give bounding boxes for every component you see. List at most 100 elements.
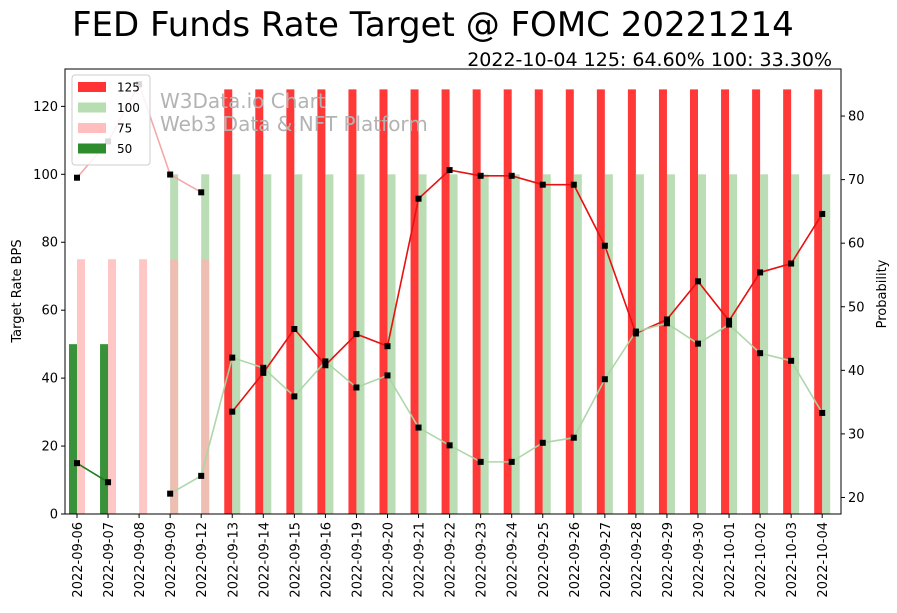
line-50 xyxy=(76,462,109,483)
x-tick-label: 2022-10-03 xyxy=(785,522,800,598)
y2-tick-label: 40 xyxy=(848,364,865,379)
x-tick-label: 2022-09-19 xyxy=(350,522,365,598)
y-axis-left: 0 20 40 60 80 100 120 xyxy=(33,100,65,523)
point-layer xyxy=(74,81,826,497)
x-tick-label: 2022-09-08 xyxy=(133,522,148,598)
point-125-2022-10-03 xyxy=(788,260,795,267)
point-125-2022-09-24 xyxy=(508,172,515,179)
bar-125-2022-09-16 xyxy=(317,89,326,514)
point-50-2022-09-07 xyxy=(105,479,112,486)
bar-100-2022-09-19 xyxy=(356,174,365,514)
plot-frame xyxy=(64,68,842,515)
bar-100-2022-09-27 xyxy=(604,174,613,514)
point-75-2022-09-06 xyxy=(74,174,80,181)
bar-125-2022-09-21 xyxy=(410,89,419,514)
bar-100-2022-09-26 xyxy=(573,174,582,514)
point-50-2022-09-06 xyxy=(74,460,80,467)
point-125-2022-09-23 xyxy=(477,172,484,179)
line-100 xyxy=(169,322,823,495)
y2-tick-label: 80 xyxy=(848,110,865,125)
point-125-2022-09-14 xyxy=(260,369,267,376)
bar-125-2022-09-19 xyxy=(348,89,357,514)
y-tick-label: 100 xyxy=(33,168,58,183)
point-100-2022-10-02 xyxy=(757,350,764,357)
point-100-2022-09-26 xyxy=(570,434,577,441)
point-100-2022-09-30 xyxy=(695,340,701,347)
point-100-2022-09-14 xyxy=(260,364,267,371)
bar-75-2022-09-09 xyxy=(170,259,179,514)
x-axis: 2022-09-06 2022-09-07 2022-09-08 2022-09-09… xyxy=(71,514,831,598)
bar-100-2022-09-16 xyxy=(325,174,334,514)
bar-100-2022-10-03 xyxy=(791,174,800,514)
legend-frame xyxy=(71,74,151,166)
legend-label-75: 75 xyxy=(117,122,132,136)
point-125-2022-09-15 xyxy=(291,326,298,333)
point-125-2022-09-19 xyxy=(353,331,360,338)
x-tick-label: 2022-10-01 xyxy=(723,522,738,598)
point-75-2022-09-09 xyxy=(167,171,174,178)
bar-125-2022-09-28 xyxy=(627,89,636,514)
chart-title: FED Funds Rate Target @ FOMC 20221214 xyxy=(72,5,794,45)
point-125-2022-10-01 xyxy=(726,317,733,324)
x-tick-label: 2022-09-27 xyxy=(599,522,614,598)
bar-100-2022-09-14 xyxy=(263,174,272,514)
point-100-2022-09-28 xyxy=(632,328,639,335)
x-tick-label: 2022-09-15 xyxy=(288,522,303,598)
x-tick-label: 2022-09-09 xyxy=(164,522,179,598)
legend-label-125: 125 xyxy=(117,81,140,95)
point-100-2022-09-29 xyxy=(663,320,670,327)
bar-100-2022-09-29 xyxy=(666,174,675,514)
bar-100-2022-09-24 xyxy=(511,174,520,514)
x-tick-label: 2022-09-21 xyxy=(413,522,428,598)
x-tick-label: 2022-09-30 xyxy=(692,522,707,598)
x-tick-label: 2022-09-13 xyxy=(226,522,241,598)
bar-100-2022-10-04 xyxy=(822,174,831,514)
x-tick-label: 2022-09-28 xyxy=(630,522,645,598)
point-100-2022-09-16 xyxy=(322,358,329,365)
x-tick-label: 2022-09-12 xyxy=(195,522,210,598)
bar-layer xyxy=(69,89,831,514)
legend-label-100: 100 xyxy=(117,101,140,115)
bar-100-2022-09-30 xyxy=(698,174,706,514)
bar-125-2022-09-13 xyxy=(224,89,233,514)
x-tick-label: 2022-09-25 xyxy=(537,522,552,598)
legend-swatch-50 xyxy=(78,143,106,154)
point-100-2022-09-19 xyxy=(353,384,360,391)
y2-tick-label: 20 xyxy=(848,491,865,506)
point-125-2022-09-25 xyxy=(539,181,546,188)
point-100-2022-09-13 xyxy=(229,354,236,361)
point-75-2022-09-12 xyxy=(198,189,205,196)
y-tick-label: 0 xyxy=(50,508,58,523)
bar-125-2022-10-03 xyxy=(783,89,792,514)
x-tick-label: 2022-10-04 xyxy=(816,522,831,598)
point-125-2022-09-27 xyxy=(601,242,608,249)
bar-125-2022-09-22 xyxy=(441,89,450,514)
line-125 xyxy=(231,169,823,413)
point-100-2022-09-09 xyxy=(167,490,174,497)
y2-tick-label: 70 xyxy=(848,173,865,188)
point-100-2022-09-24 xyxy=(508,458,515,465)
watermark-line-1: W3Data.io Chart xyxy=(160,89,326,113)
watermark-line-2: Web3 Data & NFT Platform xyxy=(160,112,428,136)
bar-75-2022-09-07 xyxy=(108,259,117,514)
point-100-2022-09-15 xyxy=(291,393,298,400)
point-125-2022-09-21 xyxy=(415,195,422,202)
bar-100-2022-09-22 xyxy=(449,174,458,514)
bar-50-2022-09-06 xyxy=(69,344,77,514)
bar-125-2022-09-23 xyxy=(472,89,481,514)
legend-swatch-75 xyxy=(78,123,106,133)
x-tick-label: 2022-09-26 xyxy=(568,522,583,598)
y2-tick-label: 30 xyxy=(848,427,865,442)
bar-100-2022-09-21 xyxy=(418,174,427,514)
bar-100-2022-09-15 xyxy=(294,174,303,514)
chart-subtitle: 2022-10-04 125: 64.60% 100: 33.30% xyxy=(467,49,832,71)
bar-75-2022-09-08 xyxy=(139,259,148,514)
point-125-2022-09-29 xyxy=(663,316,670,323)
point-125-2022-09-16 xyxy=(322,362,329,369)
bar-100-2022-09-20 xyxy=(387,174,396,514)
legend-swatch-125 xyxy=(78,82,106,92)
bar-100-2022-10-02 xyxy=(760,174,769,514)
bar-125-2022-10-01 xyxy=(721,89,730,514)
bar-100-2022-09-13 xyxy=(232,174,241,514)
